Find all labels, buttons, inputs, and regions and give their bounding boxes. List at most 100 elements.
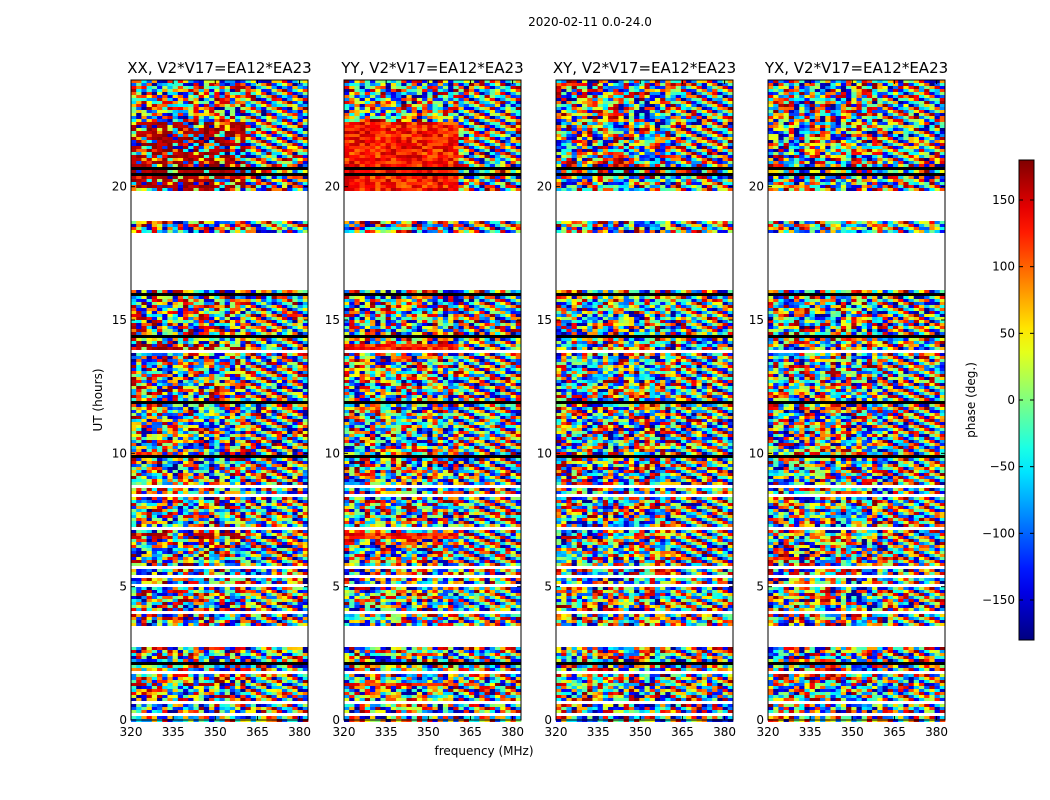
heatmap-cell [266, 161, 272, 164]
heatmap-cell [302, 392, 309, 395]
heatmap-cell [224, 656, 231, 659]
heatmap-cell [151, 311, 158, 314]
heatmap-cell [219, 458, 226, 461]
heatmap-cell [235, 398, 241, 401]
heatmap-cell [167, 413, 173, 416]
heatmap-cell [292, 413, 298, 416]
heatmap-cell [297, 152, 304, 155]
heatmap-cell [151, 500, 158, 503]
heatmap-cell [162, 386, 168, 389]
heatmap-cell [261, 464, 267, 467]
heatmap-cell [198, 425, 205, 428]
heatmap-cell [276, 182, 283, 185]
heatmap-cell [250, 113, 257, 116]
heatmap-cell [157, 398, 163, 401]
heatmap-cell [136, 365, 142, 368]
heatmap-cell [224, 539, 231, 542]
heatmap-cell [266, 614, 272, 617]
heatmap-cell [157, 596, 163, 599]
heatmap-cell [229, 488, 236, 491]
heatmap-cell [261, 362, 267, 365]
heatmap-cell [151, 374, 158, 377]
heatmap-cell [224, 473, 231, 476]
heatmap-cell [157, 599, 163, 602]
heatmap-cell [219, 398, 226, 401]
heatmap-cell [245, 500, 252, 503]
heatmap-cell [203, 509, 210, 512]
heatmap-cell [136, 599, 142, 602]
heatmap-cell [250, 221, 257, 224]
heatmap-cell [302, 317, 309, 320]
heatmap-cell [203, 185, 210, 188]
heatmap-cell [131, 404, 137, 407]
heatmap-cell [162, 128, 168, 131]
heatmap-cell [250, 476, 257, 479]
heatmap-cell [281, 152, 288, 155]
heatmap-cell [167, 377, 173, 380]
heatmap-cell [157, 569, 163, 572]
heatmap-cell [172, 134, 179, 137]
heatmap-cell [141, 563, 147, 566]
heatmap-cell [146, 149, 153, 152]
heatmap-cell [131, 563, 137, 566]
heatmap-cell [151, 119, 158, 122]
heatmap-cell [177, 92, 184, 95]
heatmap-cell [276, 518, 283, 521]
heatmap-cell [141, 536, 147, 539]
heatmap-cell [281, 470, 288, 473]
heatmap-cell [188, 461, 194, 464]
heatmap-cell [162, 623, 168, 626]
heatmap-cell [209, 512, 215, 515]
heatmap-cell [162, 590, 168, 593]
heatmap-cell [141, 524, 147, 527]
heatmap-cell [162, 443, 168, 446]
heatmap-cell [292, 95, 298, 98]
heatmap-cell [162, 647, 168, 650]
heatmap-cell [292, 101, 298, 104]
heatmap-cell [224, 134, 231, 137]
heatmap-cell [250, 623, 257, 626]
heatmap-cell [271, 647, 278, 650]
heatmap-cell [214, 155, 220, 158]
heatmap-cell [193, 221, 199, 224]
heatmap-cell [281, 122, 288, 125]
heatmap-cell [177, 533, 184, 536]
heatmap-cell [198, 656, 205, 659]
heatmap-cell [203, 152, 210, 155]
heatmap-cell [203, 569, 210, 572]
heatmap-cell [292, 320, 298, 323]
heatmap-cell [276, 653, 283, 656]
heatmap-cell [245, 653, 252, 656]
heatmap-cell [141, 437, 147, 440]
heatmap-cell [297, 296, 304, 299]
heatmap-cell [203, 437, 210, 440]
heatmap-cell [235, 380, 241, 383]
heatmap-cell [287, 362, 293, 365]
heatmap-cell [177, 623, 184, 626]
heatmap-cell [250, 317, 257, 320]
heatmap-cell [229, 116, 236, 119]
heatmap-cell [162, 425, 168, 428]
heatmap-cell [292, 164, 298, 167]
heatmap-cell [157, 419, 163, 422]
heatmap-cell [209, 545, 215, 548]
heatmap-cell [240, 461, 246, 464]
heatmap-cell [250, 569, 257, 572]
heatmap-cell [198, 422, 205, 425]
heatmap-cell [146, 422, 153, 425]
heatmap-cell [136, 92, 142, 95]
heatmap-cell [183, 497, 189, 500]
heatmap-cell [261, 143, 267, 146]
heatmap-cell [276, 650, 283, 653]
heatmap-cell [255, 101, 262, 104]
heatmap-cell [266, 500, 272, 503]
heatmap-cell [136, 491, 142, 494]
heatmap-cell [292, 359, 298, 362]
heatmap-cell [255, 596, 262, 599]
heatmap-cell [240, 620, 246, 623]
heatmap-cell [167, 551, 173, 554]
heatmap-cell [266, 590, 272, 593]
heatmap-cell [271, 470, 278, 473]
heatmap-cell [188, 353, 194, 356]
heatmap-cell [157, 113, 163, 116]
